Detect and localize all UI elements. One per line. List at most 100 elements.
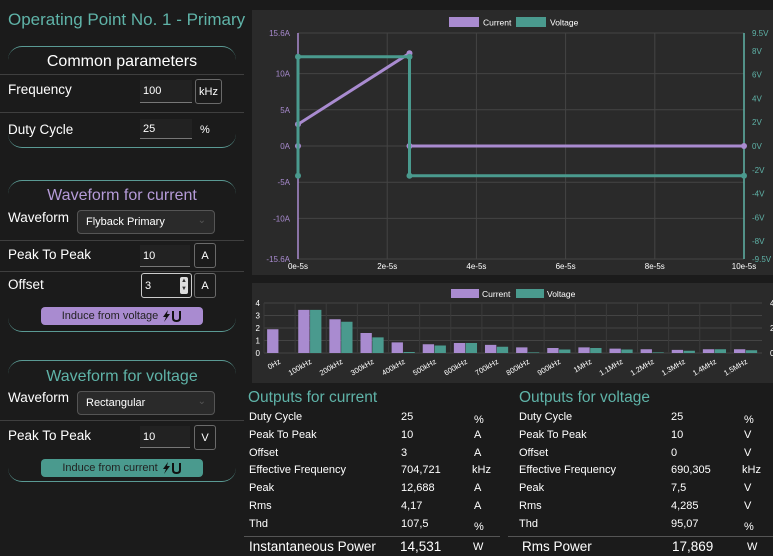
common-title: Common parameters (46, 53, 198, 70)
divider (0, 271, 244, 272)
instant-power-value: 14,531 (400, 539, 442, 554)
voltage-waveform-label: Waveform (8, 390, 70, 405)
y-left-tick: 0A (280, 142, 290, 151)
outputs-current-value: 704,721 (401, 464, 441, 477)
current-waveform-label: Waveform (8, 210, 70, 225)
x-tick: 1.2MHz (629, 357, 656, 378)
y-left-tick: -5A (278, 178, 291, 187)
outputs-voltage-unit: % (744, 520, 754, 533)
outputs-current-label: Effective Frequency (249, 464, 347, 477)
legend-label-voltage: Voltage (550, 18, 579, 28)
current-offset-value: 3 (145, 279, 152, 292)
outputs-current-unit: A (474, 500, 482, 512)
outputs-voltage-value: 0 (671, 446, 678, 459)
y-left-tick: 3 (256, 312, 261, 321)
outputs-current-unit: kHz (472, 464, 491, 477)
x-tick: 800kHz (505, 357, 532, 378)
bar-current (516, 347, 528, 353)
induce-from-voltage-button[interactable]: Induce from voltage (41, 307, 203, 325)
outputs-current-unit: A (474, 428, 482, 441)
induce-from-current-button[interactable]: Induce from current (41, 459, 203, 477)
outputs-voltage-value: 25 (671, 411, 684, 423)
outputs-voltage-unit: kHz (742, 464, 761, 477)
bar-voltage (403, 352, 415, 353)
duty-label: Duty Cycle (8, 122, 74, 137)
bar-voltage (465, 343, 478, 353)
waveform-chart: Current Voltage 15.6A 10A 5A 0A -5A -10A -15.6A 9… (266, 17, 772, 271)
series-point-voltage (406, 53, 413, 60)
frequency-unit: kHz (195, 79, 222, 104)
x-tick: 1.4MHz (691, 357, 718, 378)
series-point-voltage (295, 53, 301, 60)
current-ptp-unit: A (194, 243, 216, 268)
bar-voltage (621, 349, 633, 353)
y-right-tick: 4 (770, 299, 773, 308)
legend-swatch-voltage (516, 289, 544, 298)
x-tick: 600kHz (442, 357, 469, 378)
bar-current (702, 349, 715, 353)
induce-from-current-label: Induce from current (62, 462, 158, 474)
voltage-card-bottom (8, 462, 236, 482)
outputs-voltage-value: 7,5 (671, 482, 687, 495)
x-tick: 300kHz (349, 357, 376, 378)
x-tick: 6e-5s (556, 262, 576, 271)
bar-current (671, 349, 684, 353)
current-ptp-input[interactable]: 10 (140, 245, 190, 267)
page-title: Operating Point No. 1 - Primary (8, 10, 246, 29)
outputs-current-value: 25 (401, 411, 414, 423)
x-tick: 2e-5s (377, 262, 397, 271)
legend-label-current: Current (483, 18, 512, 28)
divider (508, 536, 773, 537)
bar-current (267, 329, 279, 353)
outputs-voltage-label: Peak (519, 482, 545, 495)
current-offset-input[interactable]: 3 ▲ ▼ (141, 273, 192, 298)
duty-input[interactable]: 25 (140, 119, 192, 139)
rms-power-label: Rms Power (522, 539, 592, 554)
y-right-tick: -8V (752, 237, 765, 246)
y-right-tick: -4V (752, 190, 765, 199)
bar-current (329, 319, 341, 353)
outputs-current-value: 12,688 (401, 482, 435, 495)
bar-voltage (527, 352, 540, 353)
x-tick: 0Hz (266, 357, 282, 372)
voltage-ptp-input[interactable]: 10 (140, 426, 190, 448)
bar-voltage (372, 337, 384, 353)
bar-current (484, 344, 497, 353)
series-point-voltage (741, 172, 747, 179)
x-tick: 700kHz (473, 357, 500, 378)
y-right-tick: 0 (770, 349, 773, 358)
chevron-down-icon: ⌄ (197, 215, 206, 226)
y-right-tick: 0V (752, 142, 762, 151)
x-tick: 1MHz (572, 357, 594, 375)
stepper-icon[interactable]: ▲ ▼ (180, 277, 188, 294)
x-tick: 200kHz (318, 357, 345, 378)
voltage-waveform-select[interactable]: Rectangular ⌄ (77, 391, 215, 415)
outputs-voltage-unit: V (744, 446, 752, 459)
bar-voltage (714, 349, 727, 353)
outputs-voltage-value: 10 (671, 428, 684, 441)
y-right-tick: 2 (770, 324, 773, 333)
current-waveform-select[interactable]: Flyback Primary ⌄ (77, 210, 215, 234)
x-tick: 4e-5s (466, 262, 486, 271)
y-left-tick: 15.6A (269, 29, 291, 38)
bar-current (360, 333, 372, 353)
current-offset-label: Offset (8, 277, 44, 292)
outputs-current-title: Outputs for current (248, 389, 378, 406)
y-right-tick: -6V (752, 213, 765, 222)
induce-from-voltage-label: Induce from voltage (61, 310, 159, 322)
x-tick: 1.3MHz (660, 357, 687, 378)
y-right-tick: -9.5V (752, 255, 772, 264)
outputs-current-label: Thd (249, 517, 268, 530)
bolt-u-icon (163, 310, 182, 322)
legend-swatch-current (451, 289, 479, 298)
y-right-tick: 2V (752, 118, 762, 127)
y-right-tick: -2V (752, 166, 765, 175)
series-point-voltage (295, 172, 301, 179)
frequency-input[interactable]: 100 (140, 80, 192, 103)
x-tick: 0e-5s (288, 262, 308, 271)
x-tick: 1.5MHz (722, 357, 749, 378)
y-right-tick: 9.5V (752, 29, 769, 38)
y-left-tick: 5A (280, 106, 290, 115)
series-line-voltage (296, 55, 744, 178)
bar-voltage (683, 350, 695, 353)
